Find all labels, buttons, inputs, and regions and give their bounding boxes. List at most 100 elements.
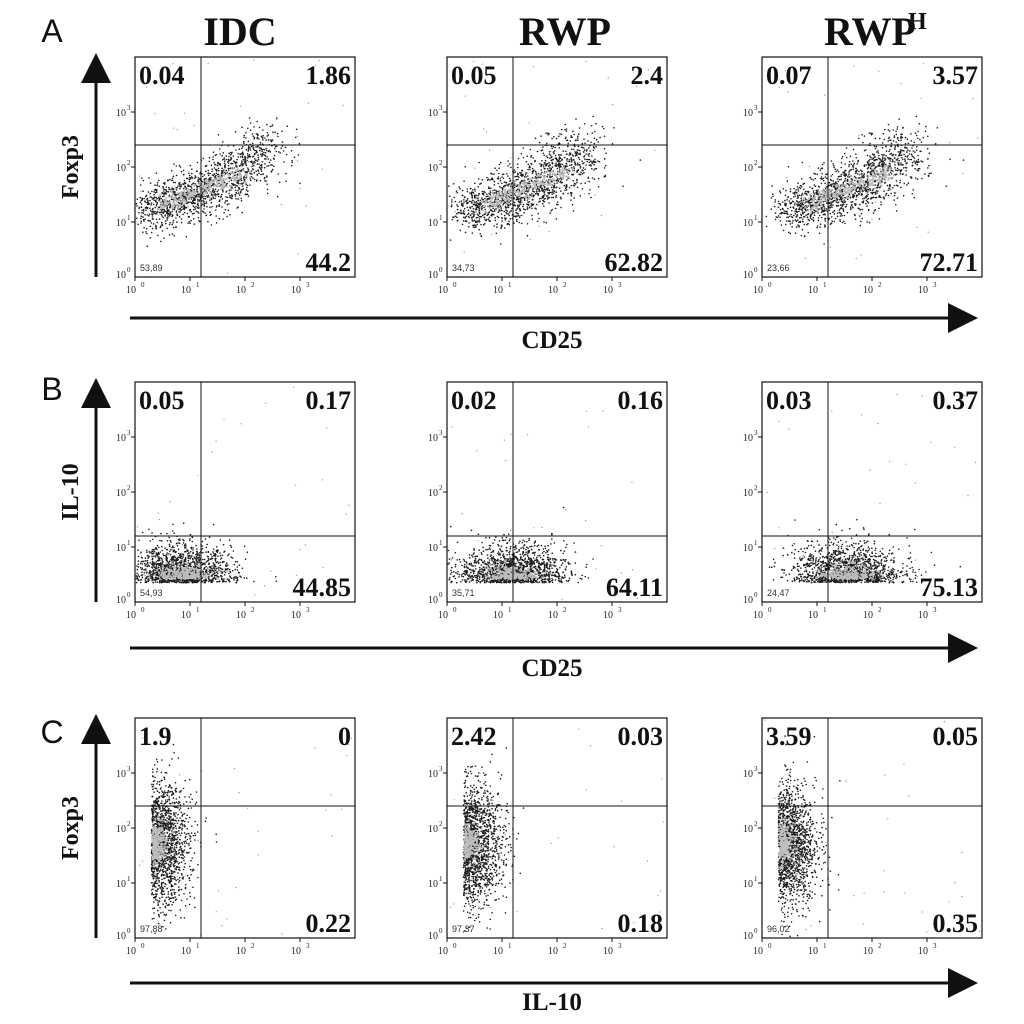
event-dot xyxy=(532,157,534,159)
event-dot xyxy=(654,150,655,151)
event-dot xyxy=(542,174,544,176)
event-dot xyxy=(498,176,500,178)
event-dot xyxy=(266,156,268,158)
event-dot xyxy=(536,174,538,176)
event-dot xyxy=(869,181,871,183)
event-dot xyxy=(879,195,881,197)
event-dot xyxy=(792,220,794,222)
event-dot xyxy=(505,212,507,214)
event-dot xyxy=(275,151,277,153)
event-dot xyxy=(162,186,164,188)
event-dot xyxy=(874,146,876,148)
event-dot xyxy=(547,163,549,165)
event-dot xyxy=(231,157,233,159)
event-dot xyxy=(963,159,965,161)
event-dot xyxy=(525,176,527,178)
event-dot xyxy=(846,147,848,149)
event-dot xyxy=(489,217,491,219)
event-dot xyxy=(810,212,812,214)
event-dot xyxy=(464,208,466,210)
event-dot xyxy=(927,158,929,160)
event-dot xyxy=(475,211,477,213)
event-dot xyxy=(895,146,897,148)
event-dot xyxy=(865,149,867,151)
event-dot xyxy=(540,181,542,183)
event-dot xyxy=(893,129,895,131)
event-dot xyxy=(213,185,215,187)
event-dot xyxy=(202,185,204,187)
event-dot xyxy=(484,214,486,216)
event-dot xyxy=(483,194,485,196)
event-dot xyxy=(169,222,171,224)
event-dot xyxy=(858,171,860,173)
event-dot xyxy=(854,163,856,165)
event-dot xyxy=(250,129,252,131)
event-dot xyxy=(161,215,163,217)
event-dot xyxy=(243,163,245,165)
event-dot xyxy=(170,212,172,214)
event-dot xyxy=(875,176,877,178)
event-dot xyxy=(875,166,877,168)
quadrant-upper-right-A-2: 2.4 xyxy=(631,61,664,90)
event-dot xyxy=(157,202,159,204)
event-dot xyxy=(553,197,555,199)
event-dot xyxy=(257,134,259,136)
event-dot xyxy=(463,201,465,203)
event-dot xyxy=(521,200,523,202)
event-dot xyxy=(824,95,825,96)
event-dot xyxy=(186,178,188,180)
event-dot xyxy=(211,165,213,167)
event-dot xyxy=(220,187,222,189)
event-dot xyxy=(147,204,149,206)
event-dot xyxy=(505,219,507,221)
event-dot xyxy=(217,165,219,167)
event-dot xyxy=(232,163,234,165)
event-dot xyxy=(228,152,230,154)
event-dot xyxy=(893,199,895,201)
event-dot xyxy=(141,206,143,208)
event-dot xyxy=(167,180,169,182)
event-dot xyxy=(836,201,838,203)
event-dot xyxy=(567,143,569,145)
event-dot xyxy=(499,164,501,166)
event-dot xyxy=(495,192,497,194)
event-dot xyxy=(544,168,546,170)
event-dot xyxy=(221,179,223,181)
event-dot xyxy=(555,191,557,193)
event-dot xyxy=(564,157,566,159)
event-dot xyxy=(543,221,545,223)
event-dot xyxy=(590,142,592,144)
event-dot xyxy=(480,224,482,226)
event-dot xyxy=(852,165,854,167)
event-dot xyxy=(834,210,836,212)
event-dot xyxy=(584,158,586,160)
event-dot xyxy=(870,197,872,199)
event-dot xyxy=(844,175,846,177)
event-dot xyxy=(596,168,598,170)
event-dot xyxy=(142,198,144,200)
event-dot xyxy=(171,206,173,208)
event-dot xyxy=(509,163,511,165)
event-dot xyxy=(841,158,843,160)
event-dot xyxy=(565,151,567,153)
event-dot xyxy=(887,140,889,142)
event-dot xyxy=(234,179,236,181)
event-dot xyxy=(949,142,950,143)
event-dot xyxy=(249,171,251,173)
event-dot xyxy=(227,173,229,175)
event-dot xyxy=(543,192,545,194)
event-dot xyxy=(203,193,205,195)
event-dot xyxy=(863,200,865,202)
event-dot xyxy=(569,170,571,172)
event-dot xyxy=(471,206,473,208)
event-dot xyxy=(148,202,150,204)
event-dot xyxy=(548,189,550,191)
event-dot xyxy=(575,139,577,141)
event-dot xyxy=(790,223,792,225)
event-dot xyxy=(852,177,854,179)
event-dot xyxy=(795,189,797,191)
event-dot xyxy=(878,71,879,72)
event-dot xyxy=(774,199,776,201)
event-dot xyxy=(843,203,845,205)
event-dot xyxy=(855,172,857,174)
